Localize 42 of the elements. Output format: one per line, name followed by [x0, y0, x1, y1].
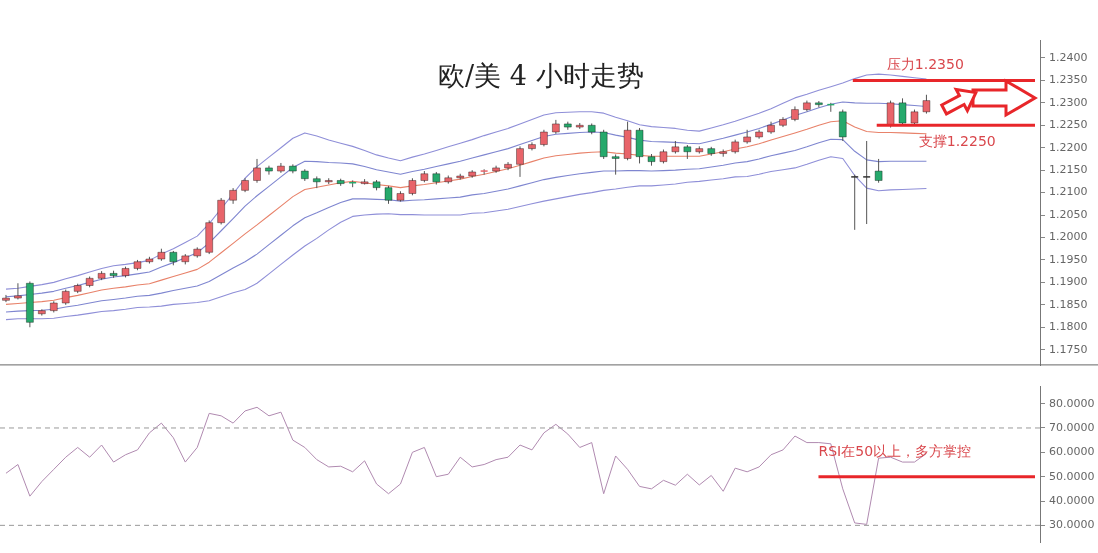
ref-line-label: 支撑1.2250	[918, 132, 996, 149]
y-tick-label: 1.2350	[1049, 73, 1088, 87]
y-tick-label: 70.0000	[1049, 420, 1095, 434]
candlestick	[516, 145, 524, 178]
y-tick-label: 1.2050	[1049, 207, 1088, 221]
candlestick	[886, 100, 895, 129]
candlestick	[492, 165, 500, 174]
y-tick-label: 1.2200	[1049, 140, 1088, 154]
candlestick	[922, 94, 931, 115]
candlestick	[874, 158, 883, 184]
candlestick	[14, 282, 22, 300]
candlestick	[850, 174, 859, 231]
candlestick	[504, 161, 512, 171]
y-tick-label: 60.0000	[1049, 445, 1095, 459]
candlestick	[277, 162, 285, 174]
y-tick-label: 80.0000	[1049, 396, 1095, 410]
candlestick	[814, 100, 823, 108]
candlestick	[217, 197, 226, 225]
candlestick	[265, 165, 273, 176]
candlestick	[743, 129, 752, 145]
y-tick-label: 1.2000	[1049, 230, 1088, 244]
candlestick	[479, 168, 489, 176]
candlestick	[862, 140, 871, 225]
ref-line-label: 压力1.2350	[886, 56, 964, 73]
y-tick-label: 1.2100	[1049, 185, 1088, 199]
ref-line-label: RSI在50以上，多方掌控	[818, 443, 972, 460]
y-tick-label: 1.1950	[1049, 252, 1088, 266]
y-tick-label: 50.0000	[1049, 469, 1095, 483]
y-tick-label: 1.2300	[1049, 95, 1088, 109]
y-tick-label: 1.1750	[1049, 342, 1088, 356]
text: 欧/美 4 小时走势	[438, 60, 644, 92]
y-tick-label: 1.1800	[1049, 320, 1088, 334]
y-tick-label: 1.2150	[1049, 163, 1088, 177]
candlestick	[253, 158, 261, 184]
y-tick-label: 1.1900	[1049, 275, 1088, 289]
y-tick-label: 1.2400	[1049, 50, 1088, 64]
y-tick-label: 1.1850	[1049, 297, 1088, 311]
y-tick-label: 1.2250	[1049, 118, 1088, 132]
candlestick	[898, 97, 907, 126]
candlestick	[528, 141, 536, 151]
y-tick-label: 40.0000	[1049, 493, 1095, 507]
y-tick-label: 30.0000	[1049, 518, 1095, 532]
